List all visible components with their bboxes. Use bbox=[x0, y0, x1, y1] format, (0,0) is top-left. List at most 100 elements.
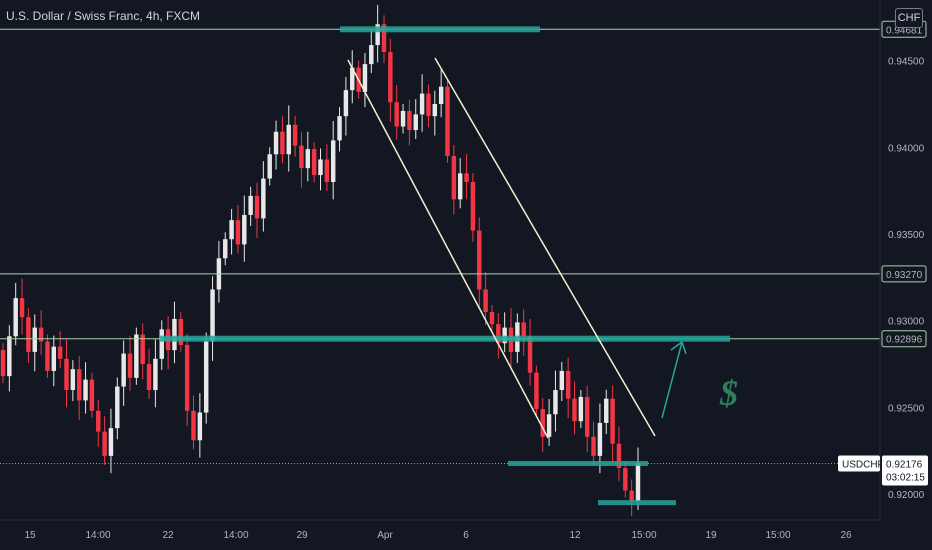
candle-body bbox=[483, 289, 487, 312]
candle-body bbox=[477, 231, 481, 290]
candle-body bbox=[464, 173, 468, 182]
candle-body bbox=[541, 409, 545, 437]
candle-body bbox=[445, 87, 449, 156]
candle-body bbox=[198, 413, 202, 441]
bottom-zone bbox=[598, 500, 676, 505]
arrow-head bbox=[671, 342, 686, 354]
symbol-label: USDCHF bbox=[842, 459, 884, 470]
candle-body bbox=[121, 354, 125, 387]
candles bbox=[1, 5, 640, 516]
dollar-sign-annotation: $ bbox=[719, 373, 738, 413]
candle-body bbox=[439, 87, 443, 104]
currency-badge[interactable]: CHF bbox=[895, 8, 923, 28]
candle-body bbox=[160, 329, 164, 358]
candle-body bbox=[83, 380, 87, 401]
candle-body bbox=[45, 341, 49, 370]
candle-body bbox=[39, 328, 43, 342]
countdown-label: 03:02:15 bbox=[886, 472, 925, 483]
candle-body bbox=[13, 298, 17, 336]
candle-body bbox=[242, 215, 246, 244]
candle-body bbox=[191, 411, 195, 440]
candle-body bbox=[128, 354, 132, 378]
candle-body bbox=[71, 369, 75, 390]
candle-body bbox=[490, 312, 494, 324]
candle-body bbox=[7, 336, 11, 376]
candle-body bbox=[407, 111, 411, 130]
chart-title: U.S. Dollar / Swiss Franc, 4h, FXCM bbox=[6, 9, 200, 23]
candle-body bbox=[471, 182, 475, 231]
candle-body bbox=[153, 359, 157, 390]
candle-body bbox=[560, 371, 564, 390]
candle-body bbox=[90, 380, 94, 411]
candle-body bbox=[547, 414, 551, 437]
candle-body bbox=[109, 428, 113, 456]
candle-body bbox=[420, 94, 424, 115]
candle-body bbox=[274, 132, 278, 155]
candle-body bbox=[267, 154, 271, 178]
projection-arrow bbox=[662, 342, 686, 418]
current-price-label: 0.92176 bbox=[886, 459, 923, 470]
candle-body bbox=[312, 149, 316, 175]
candle-body bbox=[255, 196, 259, 219]
y-tick-label: 0.93500 bbox=[888, 230, 925, 241]
candle-body bbox=[185, 345, 189, 411]
candle-body bbox=[26, 317, 30, 352]
candle-body bbox=[344, 90, 348, 116]
candle-body bbox=[58, 347, 62, 359]
candle-body bbox=[325, 159, 329, 182]
candle-body bbox=[534, 373, 538, 409]
candle-body bbox=[280, 132, 284, 155]
candle-body bbox=[369, 45, 373, 64]
candle-body bbox=[433, 104, 437, 116]
mid-zone bbox=[160, 336, 730, 342]
candle-body bbox=[331, 140, 335, 182]
time-axis: 15 14:00 22 14:00 29 Apr 6 12 15:00 19 15:00 26 bbox=[0, 520, 880, 550]
x-tick-label: 29 bbox=[296, 530, 308, 541]
candle-body bbox=[604, 399, 608, 423]
candle-body bbox=[96, 411, 100, 432]
candle-body bbox=[401, 111, 405, 127]
arrow-shaft bbox=[662, 342, 682, 418]
x-tick-label: 19 bbox=[705, 530, 717, 541]
y-tick-label: 0.93000 bbox=[888, 317, 925, 328]
candle-body bbox=[20, 298, 24, 317]
x-tick-label: 15 bbox=[24, 530, 36, 541]
candle-body bbox=[1, 350, 5, 376]
level-price-label: 0.92896 bbox=[886, 335, 923, 346]
x-tick-label: 22 bbox=[162, 530, 174, 541]
candle-body bbox=[388, 52, 392, 102]
candle-body bbox=[299, 146, 303, 169]
candle-body bbox=[115, 387, 119, 429]
x-tick-label: 26 bbox=[840, 530, 852, 541]
candle-body bbox=[287, 125, 291, 154]
candle-body bbox=[102, 432, 106, 456]
candle-body bbox=[318, 159, 322, 175]
candle-body bbox=[585, 397, 589, 437]
candle-body bbox=[610, 399, 614, 444]
candle-body bbox=[521, 322, 525, 336]
time-axis-bg bbox=[0, 520, 880, 550]
candle-body bbox=[306, 149, 310, 168]
candle-body bbox=[261, 179, 265, 219]
x-tick-label: 15:00 bbox=[765, 530, 790, 541]
candle-body bbox=[64, 359, 68, 390]
top-zone bbox=[340, 26, 540, 32]
candle-body bbox=[172, 319, 176, 350]
candle-body bbox=[147, 364, 151, 390]
candle-body bbox=[598, 423, 602, 456]
y-tick-label: 0.92000 bbox=[888, 490, 925, 501]
candle-body bbox=[636, 463, 640, 501]
support-resistance-zones bbox=[160, 26, 730, 505]
candle-body bbox=[77, 369, 81, 400]
candle-body bbox=[33, 328, 37, 352]
candle-body bbox=[426, 94, 430, 117]
candle-body bbox=[623, 468, 627, 491]
candle-body bbox=[210, 289, 214, 341]
channel-upper-line bbox=[435, 58, 655, 436]
candle-body bbox=[566, 371, 570, 399]
candle-body bbox=[134, 335, 138, 378]
candle-body bbox=[553, 390, 557, 414]
x-tick-label: 6 bbox=[463, 530, 469, 541]
candle-body bbox=[229, 220, 233, 239]
